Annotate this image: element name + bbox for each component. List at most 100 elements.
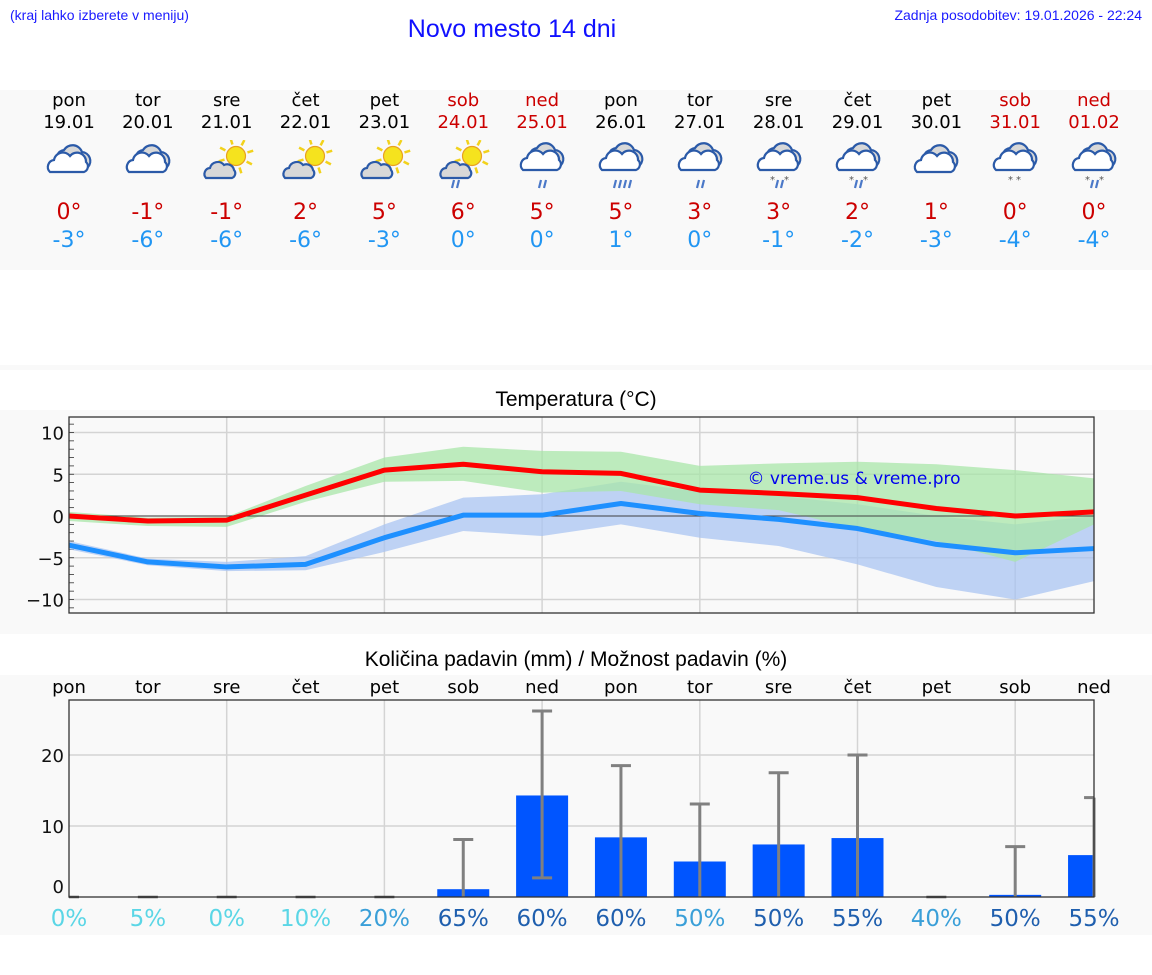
- max-temp: 6°: [450, 200, 476, 225]
- svg-text:0: 0: [53, 507, 64, 528]
- svg-text:tor: tor: [687, 677, 713, 698]
- min-temp: -6°: [131, 228, 165, 253]
- max-temp: 1°: [923, 200, 949, 225]
- svg-text:*: *: [784, 175, 789, 186]
- day-forecast: ned 25.01 5° 0°: [502, 90, 582, 270]
- day-date: 30.01: [910, 112, 963, 133]
- day-forecast: ned 01.02 * * 0° -4°: [1054, 90, 1134, 270]
- svg-text:50%: 50%: [990, 906, 1041, 932]
- svg-text:5%: 5%: [130, 906, 167, 932]
- svg-text:10: 10: [41, 817, 64, 838]
- svg-text:55%: 55%: [1068, 906, 1119, 932]
- svg-text:© vreme.us & vreme.pro: © vreme.us & vreme.pro: [747, 469, 960, 489]
- svg-text:*: *: [1099, 175, 1104, 186]
- cloudy-snow-icon: * *: [987, 140, 1043, 186]
- day-forecast: pet 23.01 5° -3°: [344, 90, 424, 270]
- svg-text:*: *: [1085, 175, 1090, 186]
- svg-text:40%: 40%: [911, 906, 962, 932]
- svg-text:−10: −10: [26, 591, 64, 612]
- svg-text:pon: pon: [604, 677, 638, 698]
- min-temp: 0°: [687, 228, 713, 253]
- max-temp: 0°: [1002, 200, 1028, 225]
- svg-text:55%: 55%: [832, 906, 883, 932]
- min-temp: -1°: [762, 228, 796, 253]
- svg-text:0%: 0%: [208, 906, 245, 932]
- svg-text:sre: sre: [765, 677, 792, 698]
- day-date: 24.01: [437, 112, 490, 133]
- day-date: 31.01: [989, 112, 1041, 133]
- svg-text:sob: sob: [999, 677, 1031, 698]
- day-forecast: sre 21.01 -1° -6°: [187, 90, 267, 270]
- svg-text:0%: 0%: [51, 906, 88, 932]
- svg-text:*: *: [1016, 175, 1021, 186]
- day-forecast: pon 19.01 0° -3°: [29, 90, 109, 270]
- day-name: pet: [369, 90, 400, 111]
- day-name: sob: [999, 90, 1032, 111]
- precipitation-chart: pon tor sre čet pet sob ned pon tor sre čet pet sob n…: [41, 677, 1120, 932]
- day-date: 22.01: [279, 112, 332, 133]
- precipitation-chart-panel: pon tor sre čet pet sob ned pon tor sre čet pet sob n…: [0, 675, 1152, 935]
- min-temp: -6°: [289, 228, 323, 253]
- cloudy-sleet-icon: * *: [830, 140, 886, 189]
- max-temp: 5°: [529, 200, 555, 225]
- day-name: tor: [135, 90, 161, 111]
- temperature-chart-panel: 10 5 0 −5 −10 © vreme.us & vreme.pro: [0, 410, 1152, 634]
- day-name: pon: [604, 90, 638, 111]
- svg-text:*: *: [1008, 175, 1013, 186]
- page-title: Novo mesto 14 dni: [407, 15, 617, 43]
- cloudy-sleet-icon: * *: [751, 140, 807, 189]
- min-temp: 0°: [529, 228, 555, 253]
- svg-text:20: 20: [41, 746, 64, 767]
- max-temp: 3°: [687, 200, 713, 225]
- partly-sunny-rain-icon: [435, 138, 491, 189]
- svg-text:50%: 50%: [674, 906, 725, 932]
- min-temp: 1°: [608, 228, 634, 253]
- partly-sunny-icon: [199, 138, 255, 186]
- last-update: Zadnja posodobitev: 19.01.2026 - 22:24: [894, 7, 1142, 23]
- svg-text:0: 0: [53, 877, 64, 898]
- min-temp: -6°: [210, 228, 244, 253]
- svg-text:−5: −5: [37, 549, 64, 570]
- svg-text:50%: 50%: [753, 906, 804, 932]
- day-forecast: pon 26.01 5° 1°: [581, 90, 661, 270]
- svg-text:10: 10: [41, 424, 64, 445]
- day-date: 29.01: [831, 112, 884, 133]
- location-menu-hint: (kraj lahko izberete v meniju): [10, 7, 189, 23]
- svg-text:*: *: [770, 175, 775, 186]
- day-date: 01.02: [1068, 112, 1120, 133]
- max-temp: 5°: [371, 200, 397, 225]
- day-date: 26.01: [595, 112, 647, 133]
- cloudy-rain-icon: [593, 140, 649, 189]
- svg-text:65%: 65%: [438, 906, 489, 932]
- day-name: sre: [764, 90, 793, 111]
- cloudy-icon: [908, 140, 964, 186]
- svg-text:5: 5: [53, 465, 64, 486]
- day-forecast: sre 28.01 * * 3° -1°: [739, 90, 819, 270]
- cloudy-sleet-icon: * *: [1066, 140, 1122, 189]
- max-temp: 2°: [293, 200, 319, 225]
- svg-text:60%: 60%: [595, 906, 646, 932]
- day-date: 21.01: [200, 112, 253, 133]
- svg-text:čet: čet: [292, 677, 320, 698]
- day-forecast: sob 31.01 * * 0° -4°: [975, 90, 1055, 270]
- max-temp: -1°: [210, 200, 244, 225]
- svg-text:ned: ned: [1077, 677, 1111, 698]
- day-forecast: pet 30.01 1° -3°: [896, 90, 976, 270]
- daily-forecast-strip: pon 19.01 0° -3° tor 20.01 -1° -6° sre 2…: [0, 90, 1152, 270]
- min-temp: -3°: [367, 228, 401, 253]
- day-name: pon: [52, 90, 86, 111]
- min-temp: 0°: [450, 228, 476, 253]
- day-forecast: čet 22.01 2° -6°: [266, 90, 346, 270]
- svg-text:pon: pon: [52, 677, 86, 698]
- svg-text:10%: 10%: [280, 906, 331, 932]
- precipitation-chart-title: Količina padavin (mm) / Možnost padavin …: [364, 648, 788, 671]
- min-temp: -4°: [1077, 228, 1111, 253]
- cloudy-light-rain-icon: [672, 140, 728, 189]
- temperature-chart-title: Temperatura (°C): [495, 388, 657, 411]
- temperature-chart: 10 5 0 −5 −10 © vreme.us & vreme.pro: [26, 416, 1095, 614]
- svg-text:60%: 60%: [517, 906, 568, 932]
- day-forecast: tor 20.01 -1° -6°: [108, 90, 188, 270]
- cloudy-light-rain-icon: [514, 140, 570, 189]
- day-date: 25.01: [516, 112, 568, 133]
- svg-text:čet: čet: [843, 677, 871, 698]
